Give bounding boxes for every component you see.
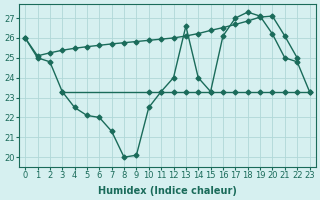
X-axis label: Humidex (Indice chaleur): Humidex (Indice chaleur): [98, 186, 237, 196]
